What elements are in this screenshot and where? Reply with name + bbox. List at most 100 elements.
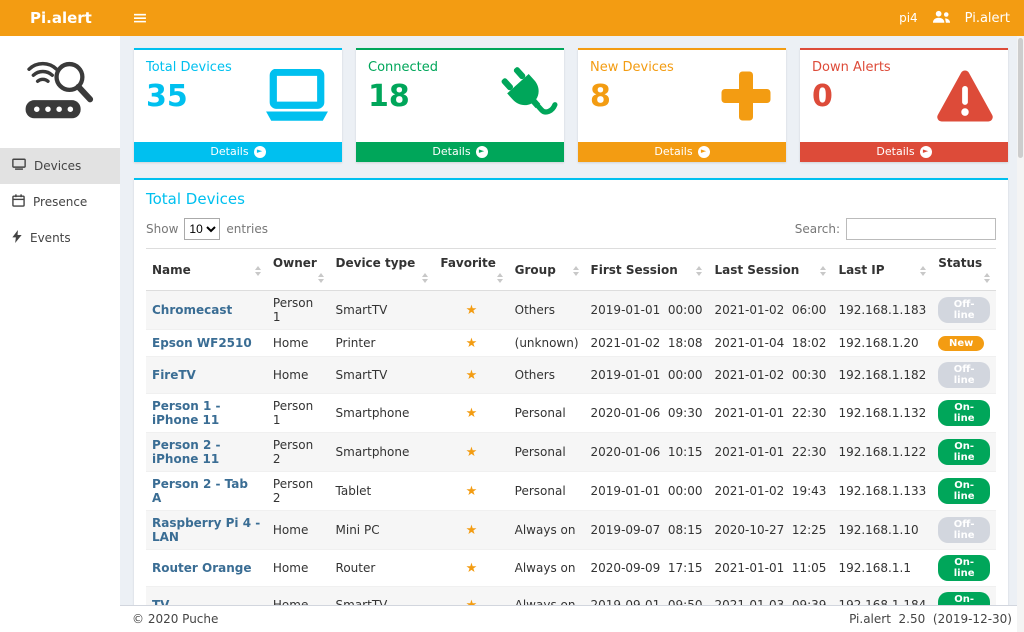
table-row: Person 2 - Tab A Person 2 Tablet ★ Personal 2… bbox=[146, 471, 996, 511]
cell-first: 2019-01-01 00:00 bbox=[584, 290, 709, 330]
details-button[interactable]: Details bbox=[578, 142, 786, 162]
cell-group: Personal bbox=[508, 471, 585, 511]
details-button[interactable]: Details bbox=[134, 142, 342, 162]
entries-label: entries bbox=[226, 222, 268, 236]
cell-name[interactable]: FireTV bbox=[146, 356, 267, 394]
brand-logo[interactable]: Pi.alert bbox=[30, 9, 92, 27]
cell-name[interactable]: Person 2 - iPhone 11 bbox=[146, 432, 267, 472]
table-row: Person 2 - iPhone 11 Person 2 Smartphone ★ P… bbox=[146, 432, 996, 472]
cell-last: 2021-01-02 06:00 bbox=[708, 290, 833, 330]
column-header-owner[interactable]: Owner bbox=[266, 248, 330, 291]
cell-type: Smartphone bbox=[329, 393, 435, 433]
plus-icon bbox=[718, 68, 774, 128]
copyright: © 2020 Puche bbox=[132, 612, 219, 626]
cell-last: 2021-01-02 00:30 bbox=[708, 356, 833, 394]
scrollbar-thumb[interactable] bbox=[1018, 38, 1023, 158]
sort-icon bbox=[920, 265, 927, 276]
cell-name[interactable]: Raspberry Pi 4 - LAN bbox=[146, 510, 267, 550]
favorite-star-icon[interactable]: ★ bbox=[434, 393, 509, 433]
device-table-body: Chromecast Person 1 SmartTV ★ Others 2019-01-… bbox=[146, 290, 996, 632]
devices-icon bbox=[12, 158, 26, 174]
card-title: New Devices bbox=[590, 60, 674, 75]
sidebar-item-devices[interactable]: Devices bbox=[0, 148, 120, 184]
cell-status: On-line bbox=[932, 471, 996, 511]
sidebar-item-label: Events bbox=[30, 231, 71, 245]
table-row: FireTV Home SmartTV ★ Others 2019-01-01 00:00… bbox=[146, 356, 996, 394]
cell-type: Mini PC bbox=[329, 510, 435, 550]
column-header-status[interactable]: Status bbox=[932, 248, 996, 291]
sidebar: Devices Presence Events bbox=[0, 36, 120, 632]
details-button[interactable]: Details bbox=[356, 142, 564, 162]
status-badge: On-line bbox=[938, 439, 990, 465]
cell-last: 2021-01-02 19:43 bbox=[708, 471, 833, 511]
cell-ip: 192.168.1.1 bbox=[832, 549, 933, 587]
cell-type: Tablet bbox=[329, 471, 435, 511]
app-version: Pi.alert 2.50 (2019-12-30) bbox=[849, 612, 1012, 626]
column-header-first-session[interactable]: First Session bbox=[584, 248, 709, 291]
cell-name[interactable]: Person 2 - Tab A bbox=[146, 471, 267, 511]
status-badge: Off-line bbox=[938, 517, 990, 543]
cell-owner: Home bbox=[266, 549, 330, 587]
cell-first: 2020-01-06 10:15 bbox=[584, 432, 709, 472]
search-input[interactable] bbox=[846, 218, 996, 240]
column-header-favorite[interactable]: Favorite bbox=[434, 248, 509, 291]
cell-type: Smartphone bbox=[329, 432, 435, 472]
favorite-star-icon[interactable]: ★ bbox=[434, 329, 509, 357]
column-header-last-session[interactable]: Last Session bbox=[708, 248, 833, 291]
column-header-group[interactable]: Group bbox=[508, 248, 585, 291]
cell-group: Others bbox=[508, 290, 585, 330]
cell-name[interactable]: Chromecast bbox=[146, 290, 267, 330]
card-title: Total Devices bbox=[146, 60, 232, 75]
sidebar-item-label: Presence bbox=[33, 195, 88, 209]
card-title: Down Alerts bbox=[812, 60, 891, 75]
sort-icon bbox=[984, 273, 990, 283]
sort-icon bbox=[317, 273, 324, 283]
details-button[interactable]: Details bbox=[800, 142, 1008, 162]
sort-icon bbox=[572, 265, 579, 276]
sort-icon bbox=[254, 265, 261, 276]
favorite-star-icon[interactable]: ★ bbox=[434, 510, 509, 550]
user-menu[interactable]: Pi.alert bbox=[964, 10, 1010, 26]
cell-group: Always on bbox=[508, 549, 585, 587]
page-length-select[interactable]: 10 bbox=[184, 218, 221, 240]
host-name: pi4 bbox=[899, 11, 918, 25]
show-label: Show bbox=[146, 222, 179, 236]
sidebar-menu: Devices Presence Events bbox=[0, 148, 120, 256]
column-header-last-ip[interactable]: Last IP bbox=[832, 248, 933, 291]
table-row: Raspberry Pi 4 - LAN Home Mini PC ★ Always o… bbox=[146, 510, 996, 550]
search-label: Search: bbox=[794, 222, 840, 236]
vertical-scrollbar[interactable] bbox=[1017, 36, 1024, 632]
arrow-circle-right-icon bbox=[475, 145, 488, 158]
cell-first: 2019-09-07 08:15 bbox=[584, 510, 709, 550]
favorite-star-icon[interactable]: ★ bbox=[434, 290, 509, 330]
column-header-name[interactable]: Name bbox=[146, 248, 267, 291]
cell-owner: Person 2 bbox=[266, 471, 330, 511]
status-badge: New bbox=[938, 336, 985, 351]
cell-last: 2021-01-01 11:05 bbox=[708, 549, 833, 587]
cell-ip: 192.168.1.10 bbox=[832, 510, 933, 550]
sidebar-item-events[interactable]: Events bbox=[0, 220, 120, 256]
table-row: Person 1 - iPhone 11 Person 1 Smartphone ★ P… bbox=[146, 393, 996, 433]
sidebar-item-presence[interactable]: Presence bbox=[0, 184, 120, 220]
cell-name[interactable]: Router Orange bbox=[146, 549, 267, 587]
page-footer: © 2020 Puche Pi.alert 2.50 (2019-12-30) bbox=[120, 605, 1024, 632]
sidebar-item-label: Devices bbox=[34, 159, 82, 173]
favorite-star-icon[interactable]: ★ bbox=[434, 471, 509, 511]
cell-status: Off-line bbox=[932, 356, 996, 394]
card-new-devices: New Devices 8 Details bbox=[578, 48, 786, 162]
favorite-star-icon[interactable]: ★ bbox=[434, 356, 509, 394]
card-value: 8 bbox=[590, 79, 611, 114]
favorite-star-icon[interactable]: ★ bbox=[434, 549, 509, 587]
cell-ip: 192.168.1.133 bbox=[832, 471, 933, 511]
cell-first: 2021-01-02 18:08 bbox=[584, 329, 709, 357]
column-header-device-type[interactable]: Device type bbox=[329, 248, 435, 291]
table-row: Router Orange Home Router ★ Always on 2020-09… bbox=[146, 549, 996, 587]
users-icon[interactable] bbox=[932, 9, 951, 28]
cell-name[interactable]: Person 1 - iPhone 11 bbox=[146, 393, 267, 433]
favorite-star-icon[interactable]: ★ bbox=[434, 432, 509, 472]
hamburger-menu-icon[interactable]: ≡ bbox=[132, 7, 148, 29]
laptop-icon bbox=[264, 68, 330, 127]
cell-owner: Home bbox=[266, 329, 330, 357]
cell-owner: Home bbox=[266, 356, 330, 394]
cell-name[interactable]: Epson WF2510 bbox=[146, 329, 267, 357]
